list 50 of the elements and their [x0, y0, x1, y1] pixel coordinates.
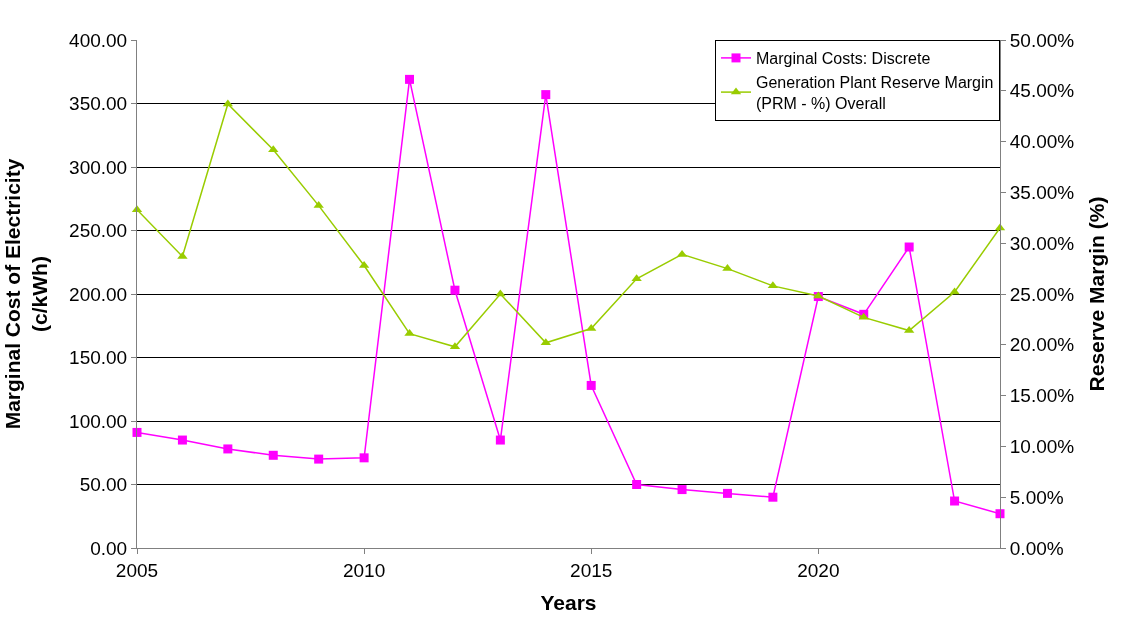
y-tick-label: 350.00 — [69, 93, 128, 115]
y-tick-label: 150.00 — [69, 347, 128, 369]
point — [677, 485, 687, 495]
point — [949, 287, 960, 295]
x-tick-label: 2005 — [115, 559, 159, 581]
point — [631, 274, 642, 282]
point — [495, 435, 505, 445]
y-tick-label: 0.00 — [90, 537, 128, 559]
y2-tick-label: 40.00% — [1009, 131, 1075, 153]
point — [950, 496, 960, 506]
y2-tick-label: 0.00% — [1009, 537, 1064, 559]
y2-tick-label: 30.00% — [1009, 232, 1075, 254]
point — [904, 242, 914, 252]
y2-tick-label: 15.00% — [1009, 385, 1075, 407]
y-tick-label: 200.00 — [69, 283, 128, 305]
y2-axis-title: Reserve Margin (%) — [1084, 196, 1108, 392]
y2-tick-label: 45.00% — [1009, 80, 1075, 102]
point — [541, 90, 551, 100]
point — [177, 435, 187, 445]
y-axis-title: Marginal Cost of Electricity (c/kWh) — [0, 158, 52, 430]
legend-label: Generation Plant Reserve Margin (PRM - %) Overall — [756, 73, 994, 112]
y-tick-label: 400.00 — [69, 29, 128, 51]
y2-tick-label: 50.00% — [1009, 29, 1075, 51]
x-tick-label: 2015 — [570, 559, 613, 581]
y-tick-label: 300.00 — [69, 156, 128, 178]
point — [768, 492, 778, 502]
point — [450, 285, 460, 295]
point — [314, 454, 324, 464]
y-tick-label: 50.00 — [79, 474, 128, 496]
y2-tick-label: 20.00% — [1009, 334, 1075, 356]
point — [495, 289, 506, 297]
point — [223, 444, 233, 454]
point — [540, 338, 551, 346]
legend-label: Marginal Costs: Discrete — [756, 50, 931, 68]
y2-tick-label: 35.00% — [1009, 182, 1075, 204]
point — [405, 74, 415, 84]
x-axis-title: Years — [540, 591, 597, 614]
point — [722, 488, 732, 498]
x-tick-label: 2010 — [342, 559, 386, 581]
x-tick-label: 2020 — [797, 559, 840, 581]
point — [268, 450, 278, 460]
point — [177, 251, 188, 259]
y-tick-label: 100.00 — [69, 410, 128, 432]
y2-tick-label: 25.00% — [1009, 283, 1075, 305]
y-tick-label: 250.00 — [69, 220, 128, 242]
point — [359, 453, 369, 463]
point — [586, 380, 596, 390]
point — [632, 480, 642, 489]
y2-tick-label: 10.00% — [1009, 436, 1075, 458]
y2-tick-label: 5.00% — [1009, 486, 1064, 508]
